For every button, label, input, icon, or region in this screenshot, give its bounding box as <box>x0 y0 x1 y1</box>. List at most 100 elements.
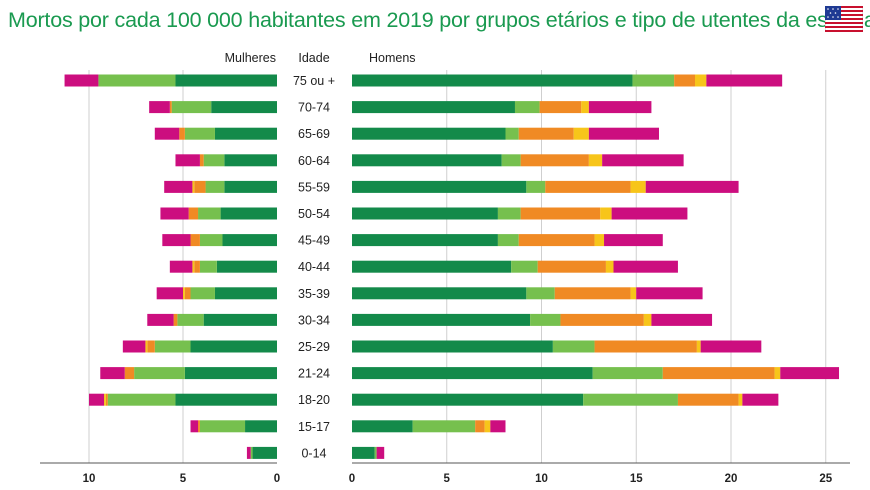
chart-title: Mortos por cada 100 000 habitantes em 20… <box>8 8 870 32</box>
bar-women-segment-2 <box>205 180 225 193</box>
bar-women-segment-5 <box>147 313 174 326</box>
bar-women-segment-4 <box>145 340 148 353</box>
bar-men-segment-1 <box>352 420 413 433</box>
bar-men-segment-5 <box>700 340 762 353</box>
tick-label-men: 20 <box>725 473 738 485</box>
bar-men-segment-4 <box>594 234 605 247</box>
bar-women-segment-3 <box>169 101 172 114</box>
bar-women-segment-5 <box>164 180 193 193</box>
bar-men-segment-5 <box>613 260 678 273</box>
bar-men-segment-4 <box>630 287 637 300</box>
bar-women-segment-3 <box>194 260 200 273</box>
age-label: 75 ou + <box>293 74 335 88</box>
bar-women-segment-1 <box>184 367 277 380</box>
age-label: 60-64 <box>298 154 330 168</box>
bar-men-segment-2 <box>501 154 521 167</box>
bar-women-segment-5 <box>89 393 105 406</box>
bar-women-segment-5 <box>149 101 170 114</box>
bar-women-segment-4 <box>183 287 185 300</box>
bar-women-segment-2 <box>154 340 191 353</box>
bar-men-segment-4 <box>588 154 603 167</box>
bar-women-segment-5 <box>100 367 125 380</box>
bar-men-segment-4 <box>581 101 589 114</box>
bar-women-segment-1 <box>190 340 277 353</box>
age-label: 15-17 <box>298 420 330 434</box>
bar-women-segment-3 <box>188 207 199 220</box>
bar-men-segment-5 <box>588 101 652 114</box>
bar-women-segment-2 <box>199 420 246 433</box>
bar-women-segment-1 <box>245 420 277 433</box>
bar-women-segment-3 <box>190 234 200 247</box>
bar-men-segment-1 <box>352 154 502 167</box>
bar-men-segment-5 <box>780 367 840 380</box>
bar-women-segment-3 <box>198 420 200 433</box>
bar-women-segment-2 <box>198 207 221 220</box>
bar-women-segment-5 <box>175 154 200 167</box>
bar-men-segment-4 <box>484 420 491 433</box>
bar-women-segment-3 <box>199 154 204 167</box>
us-flag-icon[interactable] <box>825 6 863 32</box>
bar-men-segment-1 <box>352 207 498 220</box>
bar-men-segment-3 <box>560 313 644 326</box>
bar-women-segment-1 <box>214 127 277 140</box>
bar-women-segment-4 <box>192 180 195 193</box>
bar-women-segment-1 <box>214 287 277 300</box>
bar-men-segment-4 <box>694 74 707 87</box>
bar-men-segment-1 <box>352 74 633 87</box>
bar-men-segment-2 <box>505 127 519 140</box>
header-age: Idade <box>298 51 329 65</box>
bar-women-segment-3 <box>179 127 185 140</box>
bar-men-segment-1 <box>352 101 515 114</box>
bar-men-segment-5 <box>706 74 783 87</box>
bar-men-segment-2 <box>592 367 663 380</box>
bar-women-segment-1 <box>216 260 277 273</box>
bar-men-segment-3 <box>674 74 695 87</box>
tick-label-men: 5 <box>444 473 451 485</box>
tick-label-men: 0 <box>349 473 355 485</box>
tick-label-men: 25 <box>819 473 832 485</box>
bar-men-segment-4 <box>774 367 781 380</box>
bar-women-segment-2 <box>177 313 204 326</box>
bar-men-segment-1 <box>352 234 498 247</box>
bar-women-segment-1 <box>211 101 277 114</box>
bar-women-segment-5 <box>190 420 199 433</box>
bar-women-segment-1 <box>220 207 277 220</box>
header-men: Homens <box>369 51 416 65</box>
bar-women-segment-4 <box>192 260 195 273</box>
bar-men-segment-3 <box>662 367 775 380</box>
bar-men-segment-4 <box>573 127 589 140</box>
bar-men-segment-5 <box>611 207 688 220</box>
age-label: 70-74 <box>298 101 330 115</box>
bar-women-segment-5 <box>154 127 180 140</box>
bar-men-segment-2 <box>514 101 540 114</box>
bar-women-segment-3 <box>105 393 108 406</box>
bar-women-segment-3 <box>173 313 178 326</box>
bar-men-segment-3 <box>554 287 631 300</box>
bar-women-segment-5 <box>160 207 189 220</box>
tick-label-men: 10 <box>535 473 548 485</box>
bar-men-segment-5 <box>602 154 684 167</box>
age-label: 40-44 <box>298 260 330 274</box>
bar-men-segment-3 <box>677 393 739 406</box>
bar-women-segment-5 <box>156 287 183 300</box>
age-label: 25-29 <box>298 340 330 354</box>
age-label: 45-49 <box>298 234 330 248</box>
bar-women-segment-4 <box>104 393 106 406</box>
bar-men-segment-4 <box>605 260 614 273</box>
bar-women-segment-3 <box>194 180 206 193</box>
bar-women-segment-2 <box>171 101 212 114</box>
bar-women-segment-5 <box>169 260 193 273</box>
bar-men-segment-3 <box>545 180 631 193</box>
bar-women-segment-2 <box>134 367 185 380</box>
bar-women-segment-1 <box>175 393 277 406</box>
bar-men-segment-1 <box>352 287 527 300</box>
bar-women-segment-5 <box>162 234 191 247</box>
bar-men-segment-1 <box>352 260 512 273</box>
bar-men-segment-5 <box>742 393 779 406</box>
bar-men-segment-1 <box>352 367 593 380</box>
bar-men-segment-4 <box>738 393 743 406</box>
bar-men-segment-2 <box>497 207 521 220</box>
header-women: Mulheres <box>225 51 276 65</box>
age-label: 50-54 <box>298 207 330 221</box>
bar-women-segment-2 <box>199 234 223 247</box>
